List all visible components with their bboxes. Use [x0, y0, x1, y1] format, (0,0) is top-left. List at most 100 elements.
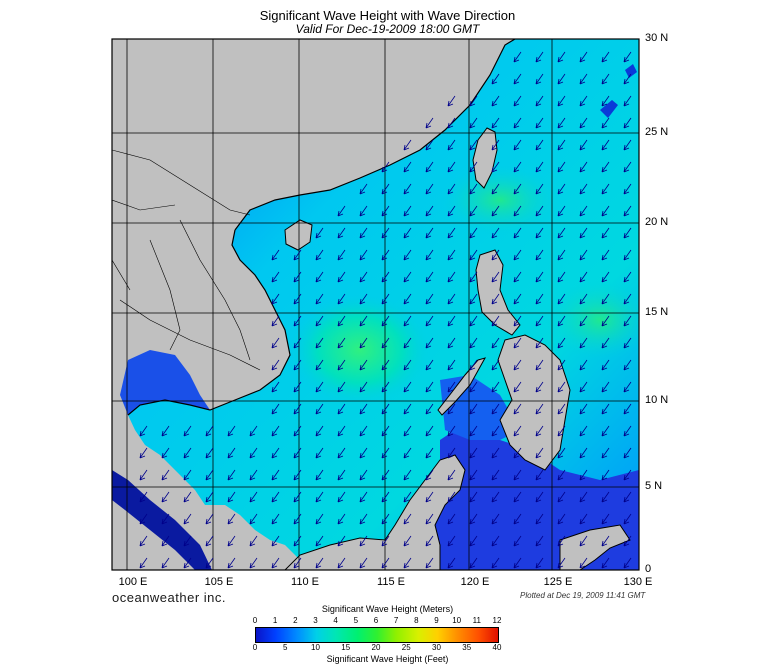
wave-arrow — [403, 205, 412, 217]
wave-arrow — [535, 535, 544, 547]
wave-arrow — [491, 513, 500, 525]
wave-arrow — [249, 491, 258, 503]
wave-arrow — [271, 535, 280, 547]
wave-arrow — [359, 249, 368, 261]
wave-arrow — [359, 271, 368, 283]
wave-arrow — [469, 535, 478, 547]
wave-arrow — [447, 513, 456, 525]
wave-arrow — [359, 205, 368, 217]
wave-arrow — [315, 271, 324, 283]
wave-arrow — [491, 469, 500, 481]
wave-arrow — [161, 447, 170, 459]
wave-arrow — [535, 293, 544, 305]
wave-arrow — [139, 447, 148, 459]
wave-arrow — [513, 359, 522, 371]
wave-arrow — [359, 403, 368, 415]
wave-arrow — [337, 491, 346, 503]
wave-arrow — [337, 249, 346, 261]
wave-arrow — [447, 535, 456, 547]
wave-arrow — [513, 227, 522, 239]
wave-arrow — [623, 249, 632, 261]
wave-arrow — [623, 161, 632, 173]
wave-arrow — [205, 469, 214, 481]
wave-arrow — [601, 95, 610, 107]
wave-arrow — [579, 73, 588, 85]
wave-arrow — [601, 403, 610, 415]
wave-arrow — [491, 337, 500, 349]
wave-arrow — [447, 315, 456, 327]
wave-arrow — [381, 491, 390, 503]
wave-arrow — [535, 271, 544, 283]
wave-arrow — [579, 51, 588, 63]
colorbar-tick: 7 — [393, 616, 399, 625]
wave-arrow — [381, 403, 390, 415]
wave-arrow — [623, 227, 632, 239]
wave-arrow — [579, 271, 588, 283]
wave-arrow — [293, 491, 302, 503]
wave-arrow — [579, 403, 588, 415]
wave-arrow — [359, 469, 368, 481]
wave-arrow — [601, 425, 610, 437]
wave-arrow — [161, 513, 170, 525]
wave-arrow — [293, 425, 302, 437]
lat-label-15n: 15 N — [645, 306, 669, 318]
wave-arrow — [271, 249, 280, 261]
wave-arrow — [337, 227, 346, 239]
wave-arrow — [601, 447, 610, 459]
wave-arrow — [381, 249, 390, 261]
colorbar-tick: 12 — [492, 616, 502, 625]
wave-arrow — [205, 447, 214, 459]
colorbar-tick: 4 — [333, 616, 338, 625]
wave-arrow — [535, 381, 544, 393]
wave-arrow — [425, 161, 434, 173]
wave-arrow — [557, 469, 566, 481]
wave-arrow — [403, 425, 412, 437]
wave-arrow — [381, 205, 390, 217]
wave-arrow — [601, 337, 610, 349]
wave-arrow — [579, 557, 588, 569]
wave-arrow — [271, 337, 280, 349]
wave-arrow — [513, 337, 522, 349]
wave-arrow — [293, 249, 302, 261]
wave-arrow — [557, 293, 566, 305]
wave-arrow — [623, 51, 632, 63]
wave-arrow — [469, 227, 478, 239]
wave-arrow — [469, 381, 478, 393]
wave-arrow — [271, 491, 280, 503]
map-title: Significant Wave Height with Wave Direct… — [259, 8, 516, 23]
wave-arrow — [403, 315, 412, 327]
lon-label-120e: 120 E — [460, 576, 490, 588]
wave-arrow — [249, 557, 258, 569]
wave-arrow — [491, 425, 500, 437]
wave-arrow — [601, 557, 610, 569]
wave-arrow — [315, 381, 324, 393]
wave-arrow — [513, 249, 522, 261]
wave-arrow — [579, 425, 588, 437]
wave-arrow — [557, 227, 566, 239]
wave-arrow — [337, 337, 346, 349]
wave-arrow — [535, 557, 544, 569]
wave-arrow — [491, 227, 500, 239]
wave-arrow — [513, 117, 522, 129]
wave-arrow — [579, 205, 588, 217]
wave-arrow — [271, 447, 280, 459]
wave-arrow — [271, 513, 280, 525]
wave-arrow — [425, 557, 434, 569]
wave-arrow — [579, 95, 588, 107]
wave-arrow — [403, 469, 412, 481]
wave-arrow — [381, 469, 390, 481]
colorbar-tick: 8 — [414, 616, 419, 625]
wave-arrow — [139, 535, 148, 547]
wave-arrow — [425, 183, 434, 195]
wave-arrow — [579, 139, 588, 151]
plotted-timestamp: Plotted at Dec 19, 2009 11:41 GMT — [520, 591, 646, 600]
colorbar-title-feet: Significant Wave Height (Feet) — [326, 654, 449, 664]
wave-arrow — [535, 95, 544, 107]
wave-arrow — [513, 381, 522, 393]
wave-arrow — [293, 447, 302, 459]
wave-arrow — [425, 425, 434, 437]
wave-arrow — [425, 227, 434, 239]
wave-arrow — [447, 557, 456, 569]
wave-arrow — [601, 359, 610, 371]
wave-arrow — [469, 425, 478, 437]
